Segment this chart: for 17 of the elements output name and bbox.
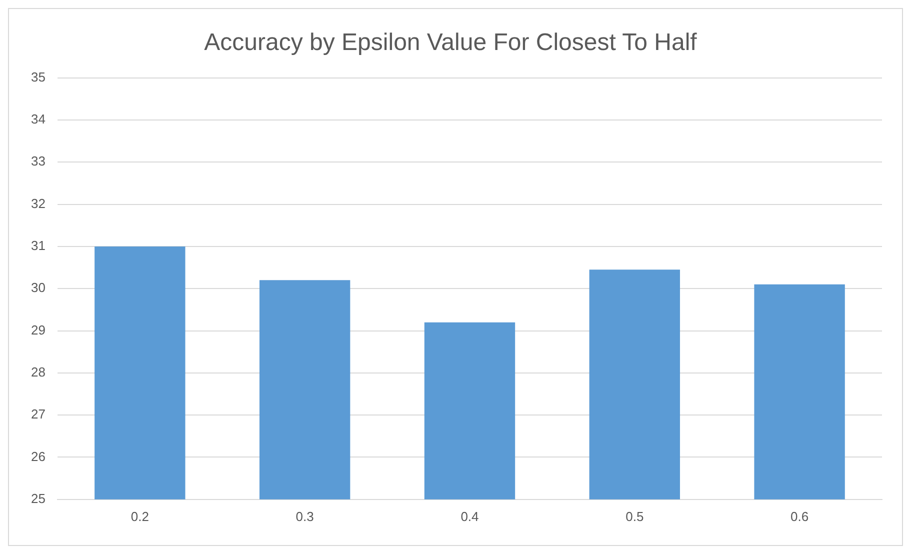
- x-tick-label: 0.4: [460, 508, 479, 524]
- y-tick-label: 25: [30, 490, 46, 506]
- y-tick-label: 26: [30, 448, 46, 464]
- y-tick-label: 35: [30, 69, 46, 84]
- x-tick-label: 0.2: [130, 508, 149, 524]
- y-tick-label: 34: [30, 112, 46, 127]
- y-tick-label: 29: [30, 322, 46, 338]
- x-tick-label: 0.5: [626, 508, 644, 524]
- y-tick-label: 28: [30, 364, 46, 380]
- x-tick-label: 0.3: [296, 508, 314, 524]
- y-tick-label: 33: [30, 154, 46, 169]
- y-tick-label: 27: [30, 406, 46, 422]
- y-tick-label: 32: [30, 196, 46, 211]
- chart-title: Accuracy by Epsilon Value For Closest To Half: [204, 29, 698, 56]
- y-tick-label: 30: [30, 280, 46, 296]
- x-tick-label: 0.6: [790, 508, 809, 524]
- y-tick-label: 31: [30, 238, 46, 254]
